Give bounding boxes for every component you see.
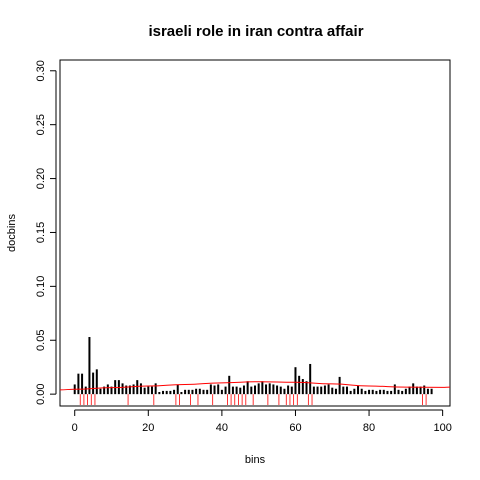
plot-frame bbox=[60, 60, 450, 406]
x-tick-label: 20 bbox=[142, 422, 154, 434]
chart-title: israeli role in iran contra affair bbox=[148, 23, 363, 40]
y-tick-label: 0.20 bbox=[35, 168, 47, 189]
x-tick-label: 0 bbox=[72, 422, 78, 434]
x-tick-label: 40 bbox=[216, 422, 228, 434]
x-axis-label: bins bbox=[245, 454, 266, 466]
y-tick-label: 0.05 bbox=[35, 330, 47, 351]
y-tick-label: 0.25 bbox=[35, 114, 47, 135]
rug-layer bbox=[80, 394, 426, 405]
y-axis: 0.00 0.05 0.10 0.15 0.20 0.25 0.30 bbox=[35, 60, 56, 405]
x-axis: 0 20 40 60 80 100 bbox=[72, 410, 452, 434]
y-axis-label: docbins bbox=[6, 214, 18, 252]
bar-layer bbox=[75, 337, 432, 394]
y-tick-label: 0.10 bbox=[35, 276, 47, 297]
x-tick-label: 60 bbox=[289, 422, 301, 434]
x-tick-label: 80 bbox=[363, 422, 375, 434]
x-tick-label: 100 bbox=[433, 422, 451, 434]
y-tick-label: 0.30 bbox=[35, 60, 47, 81]
y-tick-label: 0.15 bbox=[35, 222, 47, 243]
y-tick-label: 0.00 bbox=[35, 383, 47, 404]
